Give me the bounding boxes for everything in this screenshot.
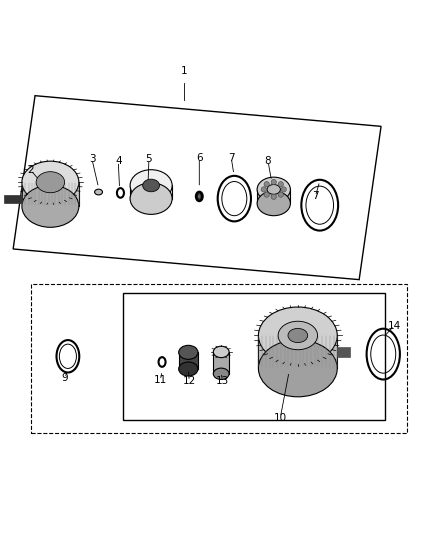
Text: 10: 10	[274, 413, 287, 423]
Ellipse shape	[143, 179, 159, 192]
Ellipse shape	[257, 191, 290, 216]
Ellipse shape	[213, 346, 229, 358]
Circle shape	[278, 182, 283, 187]
Polygon shape	[213, 352, 229, 374]
Ellipse shape	[130, 183, 172, 214]
Polygon shape	[22, 182, 79, 206]
Ellipse shape	[130, 169, 172, 201]
Ellipse shape	[22, 185, 79, 227]
Polygon shape	[337, 346, 350, 357]
Circle shape	[278, 192, 283, 197]
Polygon shape	[130, 185, 172, 199]
Ellipse shape	[258, 307, 337, 364]
Text: 13: 13	[216, 376, 229, 386]
Text: 3: 3	[88, 154, 95, 164]
Ellipse shape	[288, 328, 308, 343]
Ellipse shape	[213, 368, 229, 379]
Polygon shape	[257, 189, 290, 204]
Ellipse shape	[267, 184, 280, 195]
Ellipse shape	[258, 340, 337, 397]
Text: 9: 9	[61, 373, 68, 383]
Text: 7: 7	[228, 153, 235, 163]
Text: 6: 6	[196, 153, 203, 163]
Ellipse shape	[179, 362, 198, 376]
Text: 11: 11	[154, 375, 167, 385]
Polygon shape	[258, 335, 337, 368]
Ellipse shape	[95, 189, 102, 195]
Text: 14: 14	[388, 321, 401, 330]
Circle shape	[264, 192, 269, 197]
Text: 1: 1	[180, 66, 187, 76]
Circle shape	[271, 180, 276, 184]
Text: 7: 7	[312, 191, 319, 201]
Circle shape	[281, 187, 286, 192]
Ellipse shape	[278, 321, 318, 350]
Polygon shape	[4, 195, 22, 203]
Text: 12: 12	[183, 376, 196, 386]
Text: 8: 8	[265, 156, 272, 166]
Ellipse shape	[22, 161, 79, 203]
Ellipse shape	[179, 345, 198, 359]
Circle shape	[261, 187, 266, 192]
Ellipse shape	[36, 172, 65, 193]
Polygon shape	[179, 352, 198, 369]
Text: 4: 4	[115, 156, 122, 166]
Text: 2: 2	[27, 165, 34, 175]
Circle shape	[271, 194, 276, 199]
Ellipse shape	[198, 194, 201, 199]
Circle shape	[264, 182, 269, 187]
Ellipse shape	[257, 177, 290, 201]
Text: 5: 5	[145, 154, 152, 164]
